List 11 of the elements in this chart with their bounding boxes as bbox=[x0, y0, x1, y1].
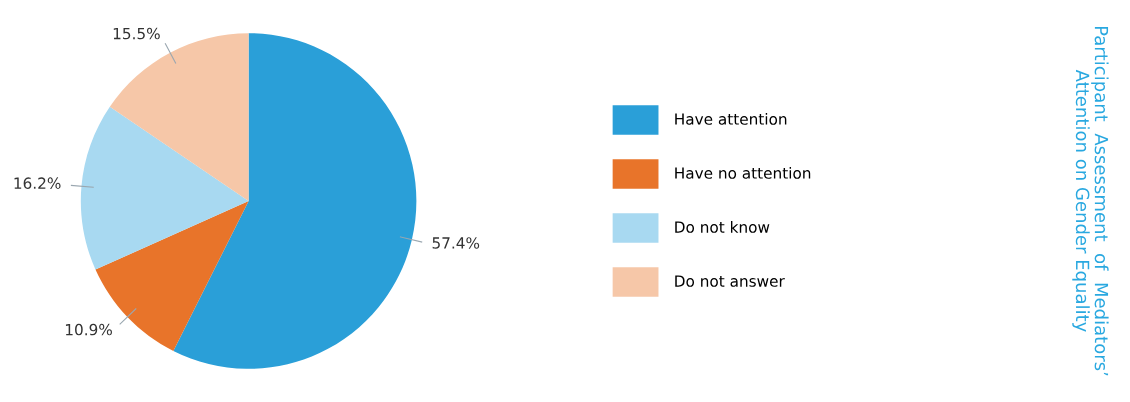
data-label: 57.4% bbox=[432, 237, 480, 249]
legend-label: Do not answer bbox=[675, 275, 785, 287]
data-label: 10.9% bbox=[65, 323, 112, 336]
text: Participant Assessment of Mediators’ Attention on Gender Equality bbox=[1072, 26, 1109, 376]
pie-slice bbox=[173, 33, 417, 369]
legend-label: Have attention bbox=[675, 113, 787, 125]
data-label: 16.2% bbox=[14, 177, 61, 189]
pie-slice bbox=[80, 106, 249, 270]
legend-label: Do not know bbox=[675, 221, 770, 233]
data-label: 15.5% bbox=[113, 27, 160, 40]
legend-label: Have no attention bbox=[675, 167, 811, 179]
